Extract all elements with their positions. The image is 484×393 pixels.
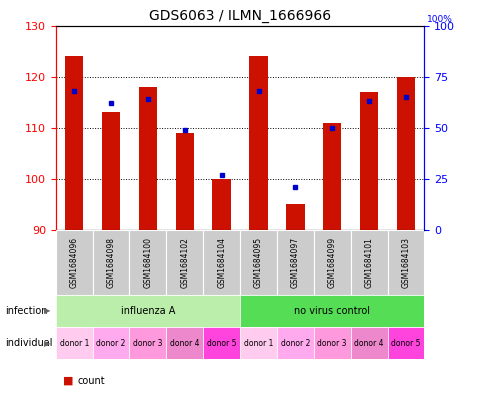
Bar (276, 230, 313, 295)
Text: GSM1684100: GSM1684100 (143, 237, 152, 288)
Text: donor 4: donor 4 (354, 339, 383, 347)
Text: GSM1684104: GSM1684104 (217, 237, 226, 288)
Text: 100%: 100% (426, 15, 452, 24)
Bar (240, 230, 276, 295)
Bar (56, 230, 92, 295)
Bar (203, 327, 240, 359)
Text: GSM1684099: GSM1684099 (327, 237, 336, 288)
Bar (92, 230, 129, 295)
Text: ■: ■ (63, 376, 74, 386)
Text: donor 1: donor 1 (243, 339, 272, 347)
Bar (56, 327, 92, 359)
Text: donor 1: donor 1 (60, 339, 89, 347)
Bar (212, 179, 230, 230)
Text: count: count (77, 376, 105, 386)
Text: influenza A: influenza A (121, 306, 175, 316)
Text: donor 5: donor 5 (207, 339, 236, 347)
Bar (175, 133, 194, 230)
Bar (56, 295, 240, 327)
Bar (129, 230, 166, 295)
Bar (359, 92, 378, 230)
Bar (65, 56, 83, 230)
Text: donor 2: donor 2 (280, 339, 309, 347)
Text: individual: individual (5, 338, 52, 348)
Text: GSM1684102: GSM1684102 (180, 237, 189, 288)
Bar (286, 204, 304, 230)
Bar (322, 123, 341, 230)
Text: GSM1684097: GSM1684097 (290, 237, 299, 288)
Bar (166, 327, 203, 359)
Text: infection: infection (5, 306, 47, 316)
Text: donor 5: donor 5 (391, 339, 420, 347)
Bar (387, 230, 424, 295)
Bar (203, 230, 240, 295)
Text: donor 3: donor 3 (317, 339, 346, 347)
Bar (240, 295, 424, 327)
Text: GSM1684098: GSM1684098 (106, 237, 115, 288)
Bar (387, 327, 424, 359)
Bar (240, 327, 276, 359)
Bar (102, 112, 120, 230)
Bar (249, 56, 267, 230)
Text: donor 2: donor 2 (96, 339, 125, 347)
Text: ▶: ▶ (44, 339, 50, 347)
Text: no virus control: no virus control (294, 306, 369, 316)
Title: GDS6063 / ILMN_1666966: GDS6063 / ILMN_1666966 (149, 9, 331, 23)
Bar (313, 327, 350, 359)
Bar (350, 327, 387, 359)
Text: GSM1684101: GSM1684101 (364, 237, 373, 288)
Bar (129, 327, 166, 359)
Bar (92, 327, 129, 359)
Bar (350, 230, 387, 295)
Text: donor 4: donor 4 (170, 339, 199, 347)
Text: ▶: ▶ (44, 307, 50, 315)
Text: GSM1684096: GSM1684096 (70, 237, 78, 288)
Bar (276, 327, 313, 359)
Text: GSM1684095: GSM1684095 (254, 237, 262, 288)
Bar (313, 230, 350, 295)
Bar (166, 230, 203, 295)
Bar (138, 87, 157, 230)
Text: GSM1684103: GSM1684103 (401, 237, 409, 288)
Bar (396, 77, 414, 230)
Text: donor 3: donor 3 (133, 339, 162, 347)
